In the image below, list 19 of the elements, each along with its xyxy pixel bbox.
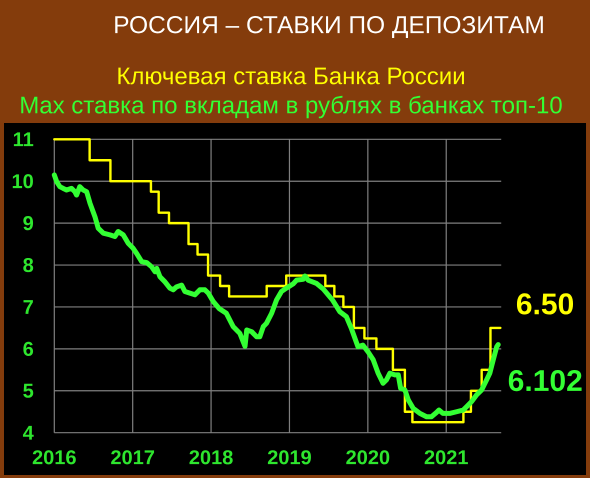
y-tick-label: 9 [23,216,34,230]
x-tick-label: 2017 [111,450,154,464]
x-tick-label: 2020 [346,450,390,464]
data-label: 6.102 [508,370,582,392]
y-tick-label: 11 [14,132,34,146]
data-label: 6.50 [516,293,574,315]
x-tick-label: 2018 [190,450,233,464]
chart-title: РОССИЯ – СТАВКИ ПО ДЕПОЗИТАМ [115,16,543,38]
y-tick-label: 5 [23,384,34,398]
y-tick-label: 6 [23,342,34,356]
y-tick-label: 10 [12,174,33,188]
x-tick-label: 2019 [268,450,311,464]
y-tick-label: 8 [23,258,34,272]
text: Max ставка по вкладам в рублях в банках топ-10 [21,96,562,118]
text: Ключевая ставка Банка России [118,68,464,84]
y-tick-label: 7 [24,300,33,314]
y-tick-label: 4 [22,426,34,440]
x-tick-label: 2016 [32,450,76,464]
x-tick-label: 2021 [424,450,468,464]
